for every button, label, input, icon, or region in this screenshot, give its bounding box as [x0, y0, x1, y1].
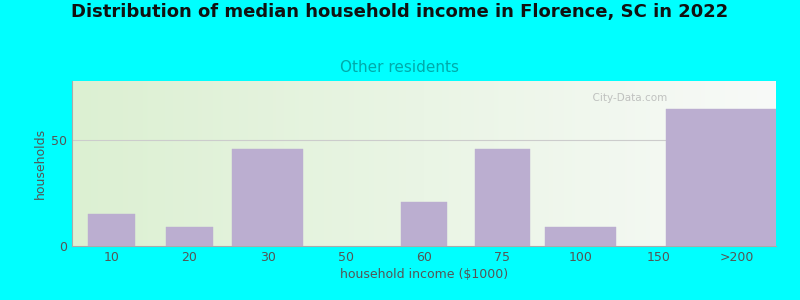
- Bar: [546, 227, 616, 246]
- Bar: [475, 149, 530, 246]
- Y-axis label: households: households: [34, 128, 47, 199]
- Bar: [166, 227, 213, 246]
- Bar: [401, 202, 447, 246]
- Text: Other residents: Other residents: [341, 60, 459, 75]
- Bar: [666, 109, 800, 246]
- X-axis label: household income ($1000): household income ($1000): [340, 268, 508, 281]
- Bar: [88, 214, 134, 246]
- Text: City-Data.com: City-Data.com: [586, 92, 667, 103]
- Text: Distribution of median household income in Florence, SC in 2022: Distribution of median household income …: [71, 3, 729, 21]
- Bar: [232, 149, 302, 246]
